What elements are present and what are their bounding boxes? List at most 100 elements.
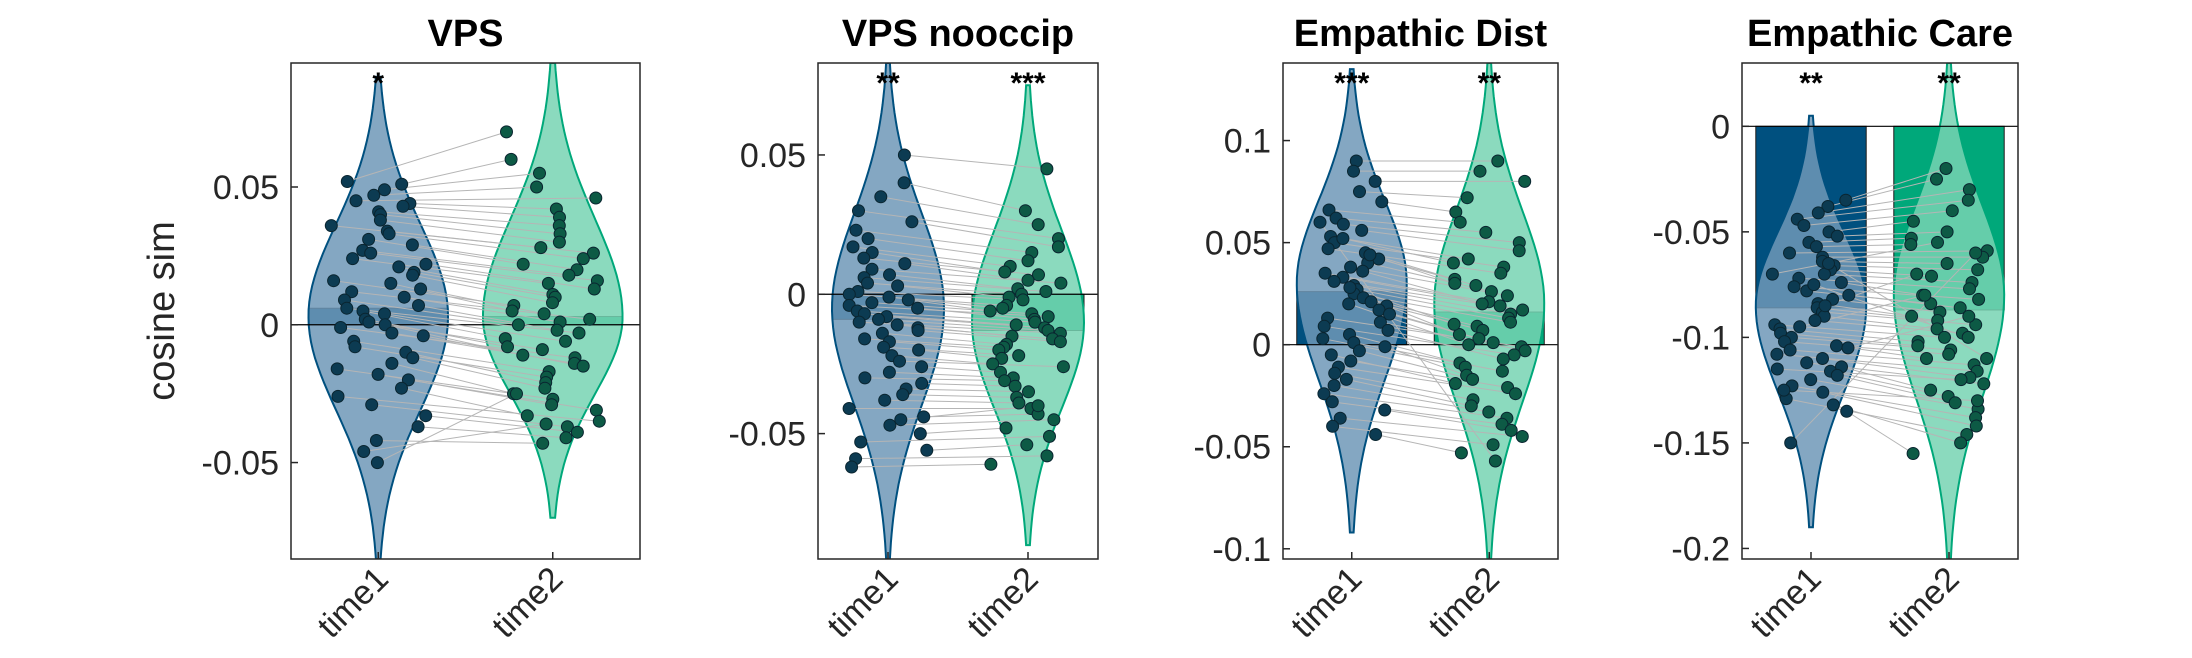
y-tick-label: 0.05 [740, 137, 806, 175]
pair-line [1375, 434, 1462, 454]
significance-time2: *** [1010, 67, 1045, 100]
data-point-time1 [897, 176, 911, 190]
data-point-time1 [894, 413, 908, 427]
data-point-time2 [530, 180, 544, 194]
data-point-time2 [1906, 447, 1920, 460]
data-point-time1 [1834, 276, 1848, 289]
data-point-time1 [1839, 193, 1853, 207]
data-point-time1 [1317, 387, 1331, 401]
data-point-time1 [897, 148, 911, 162]
pair-line [408, 379, 597, 411]
y-tick-label: 0.05 [1205, 225, 1271, 263]
data-point-time1 [370, 456, 384, 470]
data-point-time1 [1342, 297, 1356, 311]
data-point-time1 [1317, 319, 1331, 333]
pair-line [1791, 336, 1951, 351]
data-point-time1 [893, 354, 906, 368]
pair-line [1334, 242, 1504, 268]
data-point-time2 [586, 246, 600, 260]
data-point-time1 [1777, 383, 1791, 397]
y-tick-label: 0 [787, 276, 806, 314]
data-point-time2 [1018, 204, 1032, 218]
data-point-time2 [1461, 252, 1475, 266]
x-tick-label-time2: time2 [1421, 560, 1507, 646]
pair-line [1359, 350, 1473, 380]
data-point-time2 [546, 296, 559, 310]
data-point-time1 [1352, 344, 1366, 358]
data-point-time1 [852, 315, 866, 329]
data-point-time2 [1507, 348, 1521, 362]
data-point-time1 [1336, 217, 1350, 231]
data-point-time1 [883, 418, 897, 432]
data-point-time1 [406, 268, 420, 282]
pair-line [1841, 366, 1931, 391]
data-point-time2 [1460, 191, 1474, 205]
data-point-time2 [1012, 396, 1026, 410]
y-tick-label: 0.1 [1224, 123, 1271, 161]
data-point-time1 [1787, 280, 1801, 294]
data-point-time2 [983, 304, 997, 318]
data-point-time2 [1047, 413, 1061, 427]
data-point-time1 [913, 427, 927, 441]
data-point-time2 [539, 417, 553, 431]
data-point-time2 [1469, 279, 1483, 292]
data-point-time2 [1930, 172, 1943, 186]
data-point-time2 [1453, 215, 1467, 229]
data-point-time1 [1842, 288, 1856, 302]
pair-line [1828, 220, 1914, 233]
data-point-time1 [1324, 348, 1338, 362]
data-point-time2 [1031, 218, 1045, 232]
data-point-time2 [1931, 235, 1944, 249]
data-point-time2 [1980, 352, 1994, 365]
y-tick-label: -0.05 [1653, 214, 1731, 252]
pair-line [368, 238, 524, 265]
data-point-time1 [357, 445, 371, 458]
data-point-time2 [572, 326, 586, 340]
data-point-time1 [373, 213, 387, 227]
data-point-time2 [1969, 318, 1983, 332]
data-point-time2 [552, 235, 566, 249]
data-point-time2 [1920, 352, 1933, 365]
data-point-time1 [1784, 436, 1798, 450]
data-point-time2 [1518, 344, 1532, 358]
data-point-time2 [1938, 330, 1951, 344]
data-point-time2 [1486, 336, 1500, 350]
data-point-time2 [1008, 379, 1022, 393]
data-point-time1 [898, 257, 912, 271]
data-point-time1 [1783, 343, 1797, 357]
data-point-time1 [345, 285, 359, 299]
data-point-time2 [1939, 162, 1953, 175]
data-point-time2 [1961, 330, 1975, 344]
x-tick-label-time2: time2 [960, 560, 1046, 646]
data-point-time1 [1328, 366, 1342, 380]
pair-line [1798, 277, 1970, 290]
data-point-time1 [1321, 242, 1335, 256]
data-point-time1 [1369, 428, 1383, 441]
data-point-time1 [1383, 307, 1396, 321]
data-point-time1 [1339, 372, 1353, 386]
data-point-time1 [858, 332, 872, 346]
pair-line [418, 304, 558, 331]
data-point-time1 [890, 318, 904, 332]
data-point-time2 [1930, 322, 1944, 336]
data-point-time1 [365, 398, 379, 412]
data-point-time1 [905, 215, 919, 229]
pair-line [899, 360, 1064, 368]
pair-line [1328, 209, 1461, 223]
data-point-time1 [1353, 185, 1366, 199]
data-point-time2 [996, 301, 1010, 315]
data-point-time2 [537, 307, 551, 321]
x-tick-label-time2: time2 [485, 560, 571, 646]
pair-line [851, 463, 991, 468]
significance-time1: ** [1799, 67, 1823, 100]
data-point-time2 [505, 304, 519, 318]
pair-line [1349, 333, 1461, 364]
pair-line [389, 233, 584, 260]
significance-time2: ** [1478, 67, 1502, 100]
data-point-time2 [1021, 273, 1035, 287]
pair-line [1833, 404, 1961, 444]
pair-line [911, 221, 1059, 248]
data-point-time1 [874, 190, 888, 204]
data-point-time2 [1448, 377, 1462, 390]
data-point-time2 [1475, 297, 1489, 311]
